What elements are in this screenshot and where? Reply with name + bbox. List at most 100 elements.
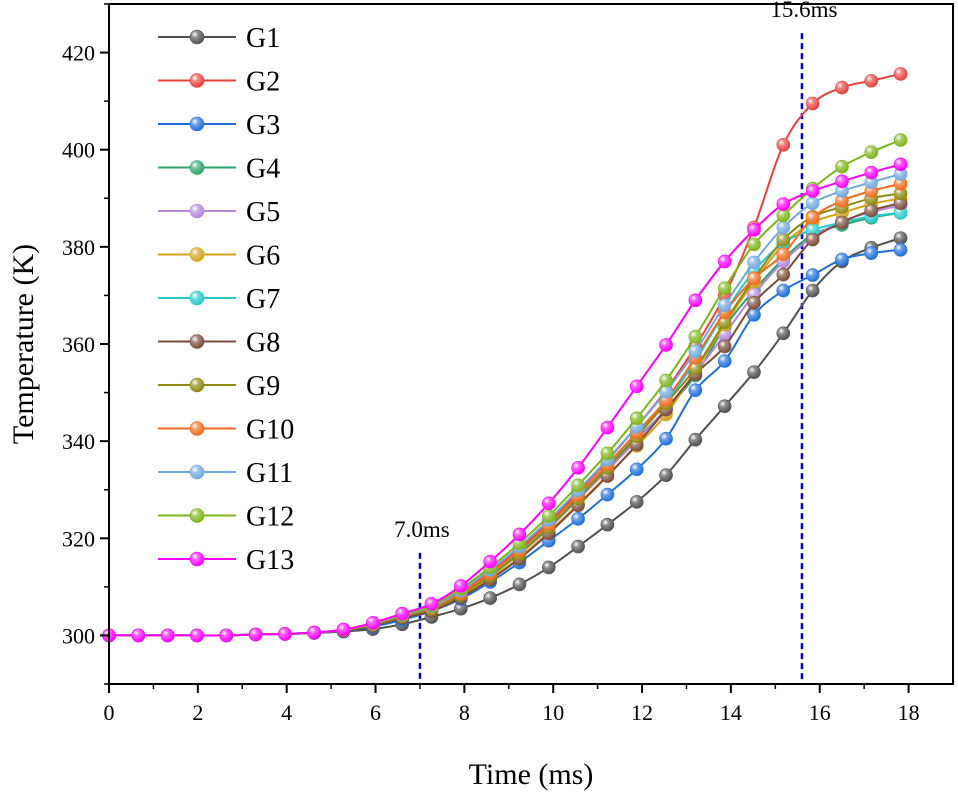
y-axis-ticks: 300 320 340 360 380 400 420 xyxy=(62,3,109,685)
data-point-g1-14 xyxy=(512,577,527,592)
data-point-g3-23 xyxy=(776,283,791,298)
data-point-g13-21 xyxy=(717,254,732,269)
x-tick-label: 16 xyxy=(809,700,831,725)
x-tick-label: 8 xyxy=(459,700,470,725)
data-point-g1-13 xyxy=(483,591,497,605)
legend-label-g9: G9 xyxy=(246,371,280,402)
data-point-g13-17 xyxy=(600,420,615,435)
legend-label-g7: G7 xyxy=(246,284,280,315)
data-point-g11-21 xyxy=(717,298,732,312)
data-point-g13-8 xyxy=(336,622,351,637)
data-point-g3-26 xyxy=(864,246,879,260)
data-point-g12-19 xyxy=(659,373,673,388)
data-point-g3-27 xyxy=(893,242,908,257)
data-point-g3-18 xyxy=(629,462,644,477)
x-tick-label: 6 xyxy=(370,700,381,725)
axes: 0 2 4 6 8 10 12 14 16 18 300 320 340 360 380 400 420 Ti… xyxy=(7,3,954,791)
legend-item-g7: G7 xyxy=(158,284,280,315)
legend-swatch-marker xyxy=(189,203,205,219)
data-point-g8-24 xyxy=(805,232,820,247)
legend-label-g3: G3 xyxy=(246,110,280,141)
x-axis-ticks: 0 2 4 6 8 10 12 14 16 18 xyxy=(104,684,920,725)
data-point-g13-22 xyxy=(747,223,761,237)
series-g5 xyxy=(102,198,908,643)
data-point-g13-25 xyxy=(835,174,849,189)
legend-label-g1: G1 xyxy=(246,23,280,54)
data-point-g8-25 xyxy=(835,215,849,230)
data-point-g13-26 xyxy=(864,165,879,180)
data-point-g11-20 xyxy=(688,344,703,359)
legend-label-g4: G4 xyxy=(246,154,280,185)
legend-swatch-marker xyxy=(189,421,205,436)
data-point-g1-17 xyxy=(600,517,615,532)
plot-frame xyxy=(108,3,954,685)
y-tick-label: 380 xyxy=(62,235,95,260)
data-point-g12-20 xyxy=(688,329,703,344)
data-point-g13-16 xyxy=(571,461,585,475)
legend-label-g12: G12 xyxy=(246,502,294,533)
data-point-g13-2 xyxy=(160,628,175,643)
data-point-g3-20 xyxy=(688,383,703,397)
data-point-g13-12 xyxy=(454,579,468,593)
series-g13 xyxy=(102,157,908,643)
data-point-g3-17 xyxy=(600,487,615,502)
legend-item-g4: G4 xyxy=(158,154,280,185)
data-point-g13-4 xyxy=(219,628,234,643)
legend-swatch-marker xyxy=(189,160,205,175)
data-point-g12-21 xyxy=(717,281,732,295)
legend-swatch-marker xyxy=(189,116,205,132)
data-point-g12-25 xyxy=(835,159,849,174)
data-point-g13-14 xyxy=(512,527,527,542)
series-layer xyxy=(102,67,908,643)
data-point-g11-24 xyxy=(805,196,820,210)
data-point-g12-26 xyxy=(864,145,879,159)
data-point-g1-20 xyxy=(688,432,703,447)
series-line-g13 xyxy=(108,163,901,637)
data-point-g1-27 xyxy=(893,231,908,245)
legend-label-g2: G2 xyxy=(246,67,280,98)
data-point-g11-23 xyxy=(776,220,791,235)
data-point-g13-10 xyxy=(395,606,409,621)
data-point-g13-24 xyxy=(805,184,820,198)
series-line-g2 xyxy=(108,72,901,637)
legend-swatch-marker xyxy=(189,377,205,393)
data-point-g10-23 xyxy=(776,247,791,261)
x-axis-title: Time (ms) xyxy=(469,758,594,791)
legend-item-g9: G9 xyxy=(158,371,280,402)
data-point-g13-27 xyxy=(893,157,908,172)
y-tick-label: 420 xyxy=(62,41,95,66)
legend-item-g10: G10 xyxy=(158,415,294,446)
legend-item-g5: G5 xyxy=(158,197,280,228)
x-tick-label: 4 xyxy=(281,700,292,725)
legend-item-g13: G13 xyxy=(158,545,294,576)
legend-swatch-marker xyxy=(189,247,205,262)
y-tick-label: 400 xyxy=(62,138,95,163)
data-point-g13-7 xyxy=(307,625,322,640)
legend-label-g11: G11 xyxy=(246,458,293,489)
legend-swatch-marker xyxy=(189,290,205,306)
data-point-g13-6 xyxy=(278,627,292,641)
annotation-label-7-0ms: 7.0ms xyxy=(394,517,450,542)
data-point-g12-16 xyxy=(571,478,585,493)
data-point-g8-21 xyxy=(717,339,732,354)
legend-label-g10: G10 xyxy=(246,415,294,446)
y-tick-label: 320 xyxy=(62,526,95,551)
data-point-g10-24 xyxy=(805,210,820,225)
data-point-g3-25 xyxy=(835,252,849,267)
data-point-g1-18 xyxy=(629,495,644,509)
data-point-g1-23 xyxy=(776,326,791,341)
legend-swatch-marker xyxy=(189,464,205,480)
data-point-g3-24 xyxy=(805,268,820,282)
data-point-g1-24 xyxy=(805,283,820,298)
y-tick-label: 360 xyxy=(62,332,95,357)
data-point-g3-21 xyxy=(717,354,732,368)
data-point-g12-18 xyxy=(629,411,644,426)
data-point-g1-21 xyxy=(717,399,732,413)
data-point-g13-5 xyxy=(248,627,263,642)
data-point-g2-23 xyxy=(776,138,791,152)
data-point-g1-16 xyxy=(571,539,585,554)
legend-label-g8: G8 xyxy=(246,328,280,359)
data-point-g13-20 xyxy=(688,293,703,308)
data-point-g10-22 xyxy=(747,271,761,286)
